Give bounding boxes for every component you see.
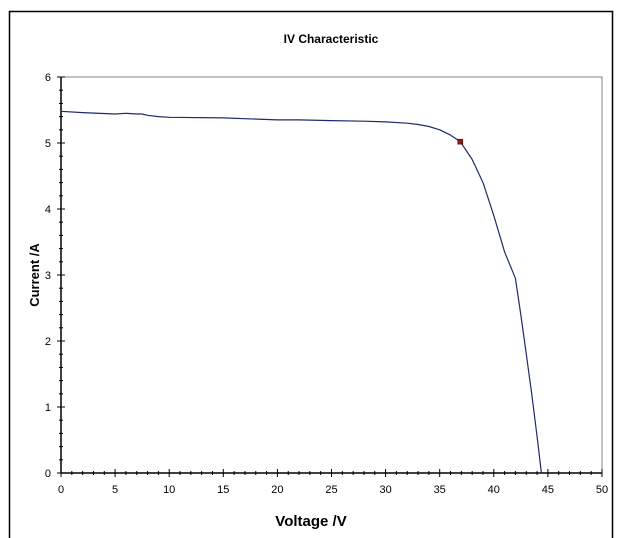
x-tick-label: 50 xyxy=(596,484,608,496)
x-tick-label: 0 xyxy=(58,484,64,496)
x-tick-label: 15 xyxy=(217,484,229,496)
y-tick-label: 6 xyxy=(45,72,51,84)
x-tick-label: 20 xyxy=(271,484,283,496)
y-tick-label: 4 xyxy=(45,204,51,216)
x-tick-label: 5 xyxy=(112,484,118,496)
x-tick-label: 10 xyxy=(163,484,175,496)
chart-border xyxy=(8,10,614,538)
series-line-0 xyxy=(60,110,542,474)
y-tick-label: 3 xyxy=(45,270,51,282)
y-tick-label: 2 xyxy=(45,336,51,348)
plot-area xyxy=(60,76,603,474)
x-tick-label: 30 xyxy=(379,484,391,496)
x-tick-label: 45 xyxy=(542,484,554,496)
x-tick-label: 40 xyxy=(488,484,500,496)
y-tick-label: 1 xyxy=(45,402,51,414)
x-axis-label: Voltage /V xyxy=(275,513,346,530)
chart-title: IV Characteristic xyxy=(284,32,379,46)
x-tick-label: 35 xyxy=(434,484,446,496)
y-axis-label: Current /A xyxy=(27,243,42,307)
y-tick-label: 5 xyxy=(45,138,51,150)
y-tick-label: 0 xyxy=(45,468,51,480)
max-power-point-marker xyxy=(457,138,464,145)
x-tick-label: 25 xyxy=(325,484,337,496)
